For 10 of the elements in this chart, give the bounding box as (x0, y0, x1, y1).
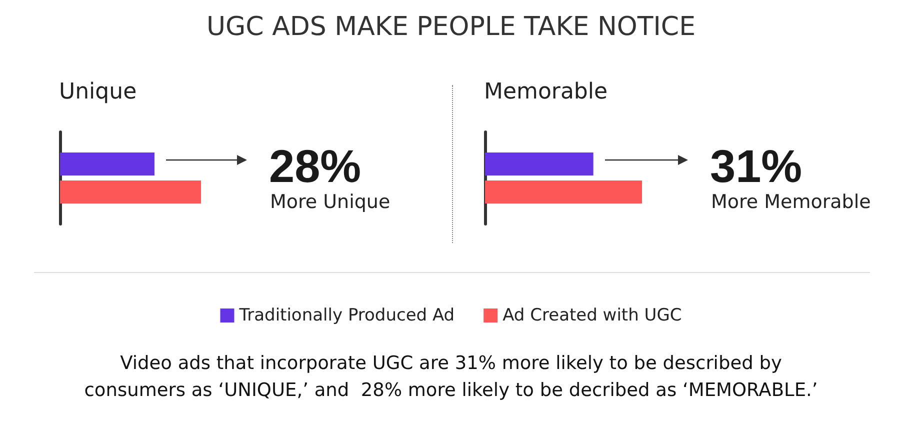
text: More Unique (270, 191, 390, 213)
text: 28% (269, 140, 362, 192)
chart-subtitle: Memorable (484, 80, 608, 104)
text: More Memorable (711, 191, 871, 213)
chart-title: UGC ADS MAKE PEOPLE TAKE NOTICE (206, 12, 696, 42)
legend-label: Traditionally Produced Ad (238, 306, 455, 326)
chart-title: Unique (59, 80, 137, 104)
legend-label: Ad Created with UGC (502, 306, 682, 326)
text: Video ads that incorporate UGC are 31% more likely to be described by consumers as ‘UNIQUE,’ and 28% more likely to be decribed as ‘MEMORABLE.’ (84, 353, 818, 401)
text: 31% (710, 140, 802, 192)
